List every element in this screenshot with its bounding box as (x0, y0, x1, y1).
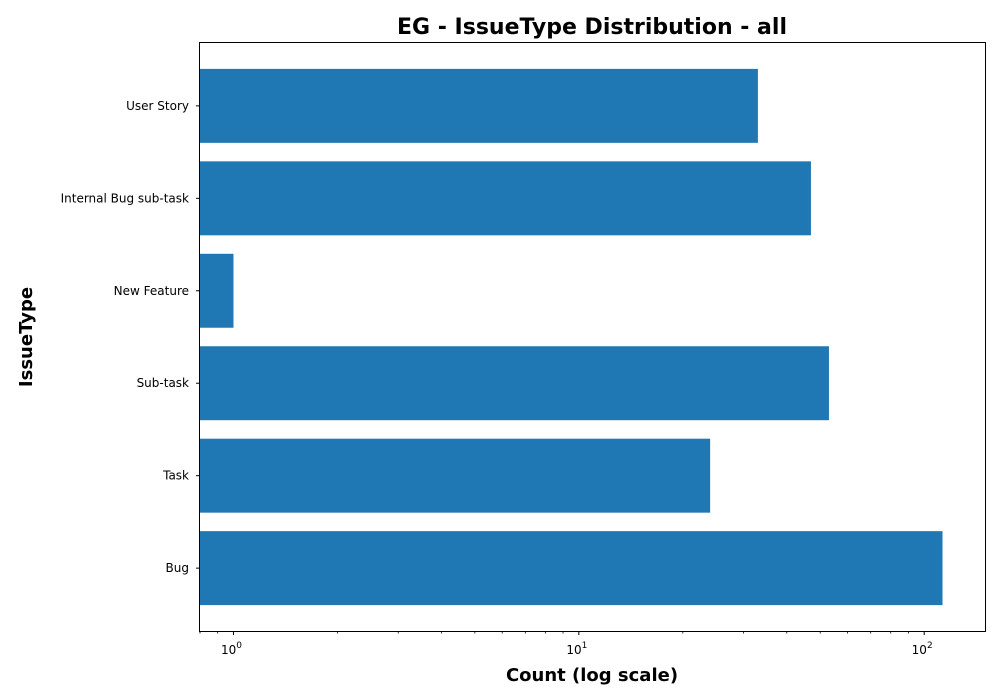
bar-new-feature (200, 253, 234, 328)
x-tick-label: 101 (566, 641, 587, 657)
bar-bug (200, 531, 943, 606)
chart-title: EG - IssueType Distribution - all (397, 15, 787, 40)
bar-user-story (200, 68, 758, 143)
y-tick-label: Sub-task (137, 376, 189, 390)
plot-frame (199, 42, 986, 632)
y-tick-label: User Story (126, 99, 189, 113)
y-tick-label: Bug (166, 561, 189, 575)
bar-sub-task (200, 346, 829, 421)
x-ticks-group: 100 101 102 (199, 631, 933, 657)
x-axis-label: Count (log scale) (506, 665, 678, 686)
y-tick-label: New Feature (114, 284, 189, 298)
y-ticks-group: User Story Internal Bug sub-task New Featu… (61, 99, 200, 575)
bar-internal-bug-sub-task (200, 161, 811, 236)
bar-task (200, 438, 711, 513)
x-tick-label: 100 (221, 641, 242, 657)
y-axis-label: IssueType (16, 287, 37, 387)
y-tick-label: Internal Bug sub-task (61, 191, 189, 205)
x-tick-label: 102 (912, 641, 933, 657)
bars-group (200, 68, 943, 606)
y-tick-label: Task (162, 469, 189, 483)
